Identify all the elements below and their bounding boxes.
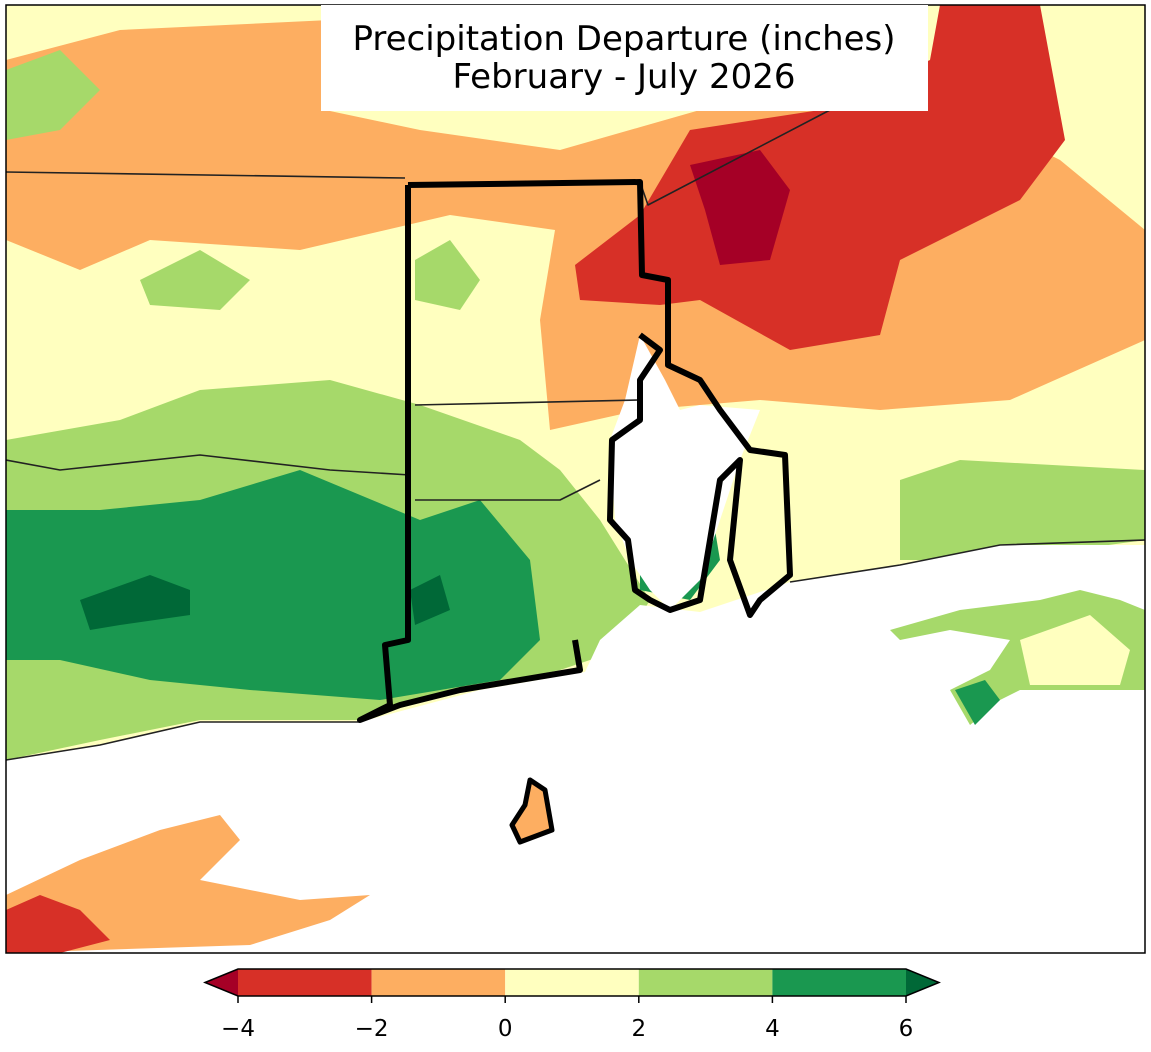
coastline — [6, 721, 360, 761]
colorbar-tick-label: 4 — [765, 1016, 780, 1042]
colorbar-tick-label: 6 — [899, 1016, 914, 1042]
colorbar-tick-label: 2 — [631, 1016, 646, 1042]
region — [6, 895, 110, 953]
region — [900, 460, 1145, 560]
state-border — [357, 185, 583, 723]
colorbar: −4 −2 0 2 4 6 — [203, 968, 941, 1042]
region — [6, 50, 100, 140]
long-island — [6, 815, 370, 953]
county-border — [6, 454, 411, 476]
colorbar-extend — [906, 969, 939, 996]
title-box — [321, 5, 928, 111]
coastline — [789, 539, 1145, 583]
region — [1020, 615, 1130, 685]
colorbar-segment — [371, 969, 506, 996]
region — [140, 250, 250, 310]
colorbar-extend — [205, 969, 238, 996]
state-border — [407, 179, 793, 618]
region — [410, 575, 450, 625]
region — [575, 5, 1065, 350]
colorbar-tick-label: −2 — [355, 1016, 389, 1042]
region — [415, 240, 480, 310]
region — [955, 680, 1000, 725]
block-island-outline — [509, 777, 555, 845]
region — [80, 575, 190, 630]
state-border — [6, 171, 406, 179]
title: Precipitation Departure (inches) — [352, 19, 895, 59]
bay — [610, 335, 760, 610]
county-border — [414, 399, 641, 406]
map — [6, 5, 1145, 953]
colorbar-segment — [772, 969, 906, 996]
colorbar-segment — [238, 969, 372, 996]
block-island — [512, 780, 552, 842]
colorbar-segment — [638, 969, 773, 996]
colorbar-tick-label: −4 — [221, 1016, 255, 1042]
region — [690, 150, 790, 265]
county-border — [415, 479, 601, 501]
ocean — [6, 545, 1145, 953]
colorbar-segment — [505, 969, 639, 996]
colorbar-tick-label: 0 — [498, 1016, 513, 1042]
subtitle: February - July 2026 — [452, 57, 795, 97]
